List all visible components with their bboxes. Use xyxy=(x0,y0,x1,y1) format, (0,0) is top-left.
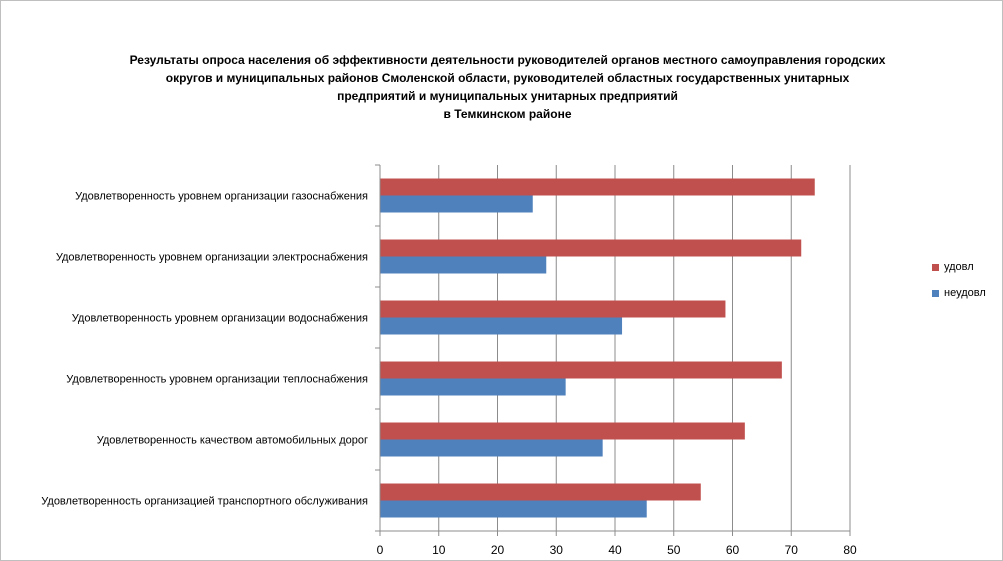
x-tick-label-50: 50 xyxy=(667,543,681,557)
legend-label-udovl: удовл xyxy=(944,261,974,273)
bar-udovl-3 xyxy=(380,361,782,379)
bar-udovl-5 xyxy=(380,483,701,501)
x-tick-label-60: 60 xyxy=(726,543,740,557)
bar-neudovl-5 xyxy=(380,500,647,518)
legend-item-neudovl: неудовл xyxy=(932,286,986,300)
category-label-5: Удовлетворенность организацией транспорт… xyxy=(41,496,368,508)
bar-udovl-2 xyxy=(380,300,726,318)
legend-item-udovl: удовл xyxy=(932,260,986,274)
bar-udovl-1 xyxy=(380,239,802,257)
legend-label-neudovl: неудовл xyxy=(944,287,986,299)
bar-udovl-0 xyxy=(380,178,815,196)
legend-swatch-udovl xyxy=(932,263,939,271)
chart-title: Результаты опроса населения об эффективн… xyxy=(100,51,915,123)
bars xyxy=(380,178,815,518)
axes xyxy=(375,164,851,536)
bar-udovl-4 xyxy=(380,422,745,440)
title-line-3: предприятий и муниципальных унитарных пр… xyxy=(337,89,678,103)
title-line-2: округов и муниципальных районов Смоленск… xyxy=(165,71,850,85)
x-tick-label-30: 30 xyxy=(550,543,564,557)
x-tick-label-10: 10 xyxy=(432,543,446,557)
bar-neudovl-2 xyxy=(380,317,623,335)
x-tick-label-80: 80 xyxy=(843,543,857,557)
bar-neudovl-4 xyxy=(380,439,603,457)
x-tick-label-70: 70 xyxy=(785,543,799,557)
category-label-0: Удовлетворенность уровнем организации га… xyxy=(75,191,368,203)
x-tick-label-20: 20 xyxy=(491,543,505,557)
category-label-3: Удовлетворенность уровнем организации те… xyxy=(66,374,368,386)
legend: удовл неудовл xyxy=(932,260,986,312)
category-labels: Удовлетворенность уровнем организации га… xyxy=(41,191,368,508)
category-label-2: Удовлетворенность уровнем организации во… xyxy=(72,313,368,325)
bar-neudovl-3 xyxy=(380,378,566,396)
category-label-4: Удовлетворенность качеством автомобильны… xyxy=(97,435,368,447)
gridlines xyxy=(438,165,851,531)
legend-swatch-neudovl xyxy=(932,289,939,297)
bar-neudovl-1 xyxy=(380,256,547,274)
x-tick-label-0: 0 xyxy=(377,543,384,557)
x-tick-label-40: 40 xyxy=(608,543,622,557)
category-label-1: Удовлетворенность уровнем организации эл… xyxy=(56,252,368,264)
title-line-1: Результаты опроса населения об эффективн… xyxy=(129,53,886,67)
x-tick-labels: 0 10 20 30 40 50 60 70 80 xyxy=(377,543,857,557)
bar-neudovl-0 xyxy=(380,195,533,213)
title-line-4: в Темкинском районе xyxy=(443,107,572,121)
